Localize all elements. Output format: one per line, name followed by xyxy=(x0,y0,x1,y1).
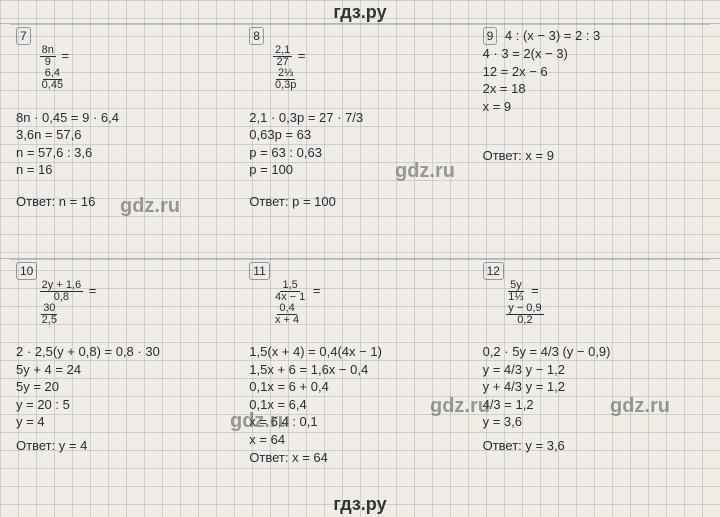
answer: Ответ: y = 4 xyxy=(16,437,237,455)
problem-12: 12 5y1⅓ = y − 0,90,2 0,2 · 5y = 4/3 (y −… xyxy=(477,259,710,494)
problem-number: 10 2y + 1,60,8 = 302,5 xyxy=(16,262,237,344)
problem-7: 7 8n9 = 6,40,45 8n · 0,45 = 9 · 6,4 3,6n… xyxy=(10,24,243,259)
step: y = 4 xyxy=(16,413,237,431)
step: 2 · 2,5(y + 0,8) = 0,8 · 30 xyxy=(16,343,237,361)
step: 2,1 · 0,3p = 27 · 7/3 xyxy=(249,109,470,127)
answer: Ответ: p = 100 xyxy=(249,193,470,211)
step: n = 16 xyxy=(16,161,237,179)
problem-8: 8 2,127 = 2⅓0,3p 2,1 · 0,3p = 27 · 7/3 0… xyxy=(243,24,476,259)
step: 5y + 4 = 24 xyxy=(16,361,237,379)
step: y = 4/3 y − 1,2 xyxy=(483,361,704,379)
step: 5y = 20 xyxy=(16,378,237,396)
problem-9: 9 4 : (x − 3) = 2 : 3 4 · 3 = 2(x − 3) 1… xyxy=(477,24,710,259)
answer: Ответ: n = 16 xyxy=(16,193,237,211)
step: 2x = 18 xyxy=(483,80,704,98)
problem-11: 11 1,54x − 1 = 0,4x + 4 1,5(x + 4) = 0,4… xyxy=(243,259,476,494)
site-header: гдз.ру xyxy=(0,2,720,23)
step: p = 63 : 0,63 xyxy=(249,144,470,162)
step: n = 57,6 : 3,6 xyxy=(16,144,237,162)
answer: Ответ: y = 3,6 xyxy=(483,437,704,455)
problem-number: 12 5y1⅓ = y − 0,90,2 xyxy=(483,262,704,344)
step: y = 20 : 5 xyxy=(16,396,237,414)
problem-number: 7 8n9 = 6,40,45 xyxy=(16,27,237,109)
step: 0,63p = 63 xyxy=(249,126,470,144)
step: y + 4/3 y = 1,2 xyxy=(483,378,704,396)
step: 8n · 0,45 = 9 · 6,4 xyxy=(16,109,237,127)
step: 0,1x = 6,4 xyxy=(249,396,470,414)
problem-number: 9 4 : (x − 3) = 2 : 3 xyxy=(483,27,704,45)
answer: Ответ: x = 9 xyxy=(483,147,704,165)
step: x = 9 xyxy=(483,98,704,116)
step: x = 6,4 : 0,1 xyxy=(249,413,470,431)
step: 4/3 = 1,2 xyxy=(483,396,704,414)
worksheet: 7 8n9 = 6,40,45 8n · 0,45 = 9 · 6,4 3,6n… xyxy=(10,24,710,493)
step: x = 64 xyxy=(249,431,470,449)
site-footer: гдз.ру xyxy=(0,494,720,515)
step: 4 · 3 = 2(x − 3) xyxy=(483,45,704,63)
step: 0,2 · 5y = 4/3 (y − 0,9) xyxy=(483,343,704,361)
step: 12 = 2x − 6 xyxy=(483,63,704,81)
step: p = 100 xyxy=(249,161,470,179)
step: 0,1x = 6 + 0,4 xyxy=(249,378,470,396)
step: 1,5(x + 4) = 0,4(4x − 1) xyxy=(249,343,470,361)
problem-number: 8 2,127 = 2⅓0,3p xyxy=(249,27,470,109)
step: 1,5x + 6 = 1,6x − 0,4 xyxy=(249,361,470,379)
problem-number: 11 1,54x − 1 = 0,4x + 4 xyxy=(249,262,470,344)
answer: Ответ: x = 64 xyxy=(249,449,470,467)
problem-10: 10 2y + 1,60,8 = 302,5 2 · 2,5(y + 0,8) … xyxy=(10,259,243,494)
step: 3,6n = 57,6 xyxy=(16,126,237,144)
step: y = 3,6 xyxy=(483,413,704,431)
